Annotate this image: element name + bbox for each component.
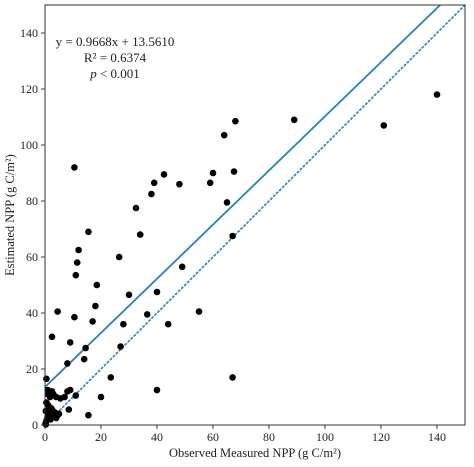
regression-line <box>44 4 441 388</box>
data-point <box>72 271 80 279</box>
x-tick-label: 0 <box>42 430 48 444</box>
data-point <box>65 406 73 413</box>
y-tick-label: 80 <box>26 194 38 208</box>
x-tick-label: 60 <box>207 430 219 444</box>
data-point <box>64 388 71 395</box>
data-point <box>54 308 61 315</box>
x-tick-label: 40 <box>151 430 163 444</box>
data-point <box>433 91 441 98</box>
data-point <box>148 190 155 198</box>
y-tick-label: 20 <box>26 362 38 376</box>
data-point <box>232 117 239 125</box>
y-tick-label: 0 <box>32 418 38 432</box>
data-point <box>66 339 74 346</box>
data-point <box>153 386 161 394</box>
data-point <box>153 288 161 296</box>
x-tick-label: 20 <box>95 430 107 444</box>
data-point <box>117 343 124 350</box>
data-point <box>160 171 168 178</box>
data-point <box>93 281 101 289</box>
identity-line <box>44 4 466 426</box>
y-axis-ticks: 0 20 40 60 80 100 120 140 <box>20 26 45 432</box>
data-point <box>176 180 183 188</box>
data-point <box>73 259 81 266</box>
p-value-threshold: < 0.001 <box>97 66 140 81</box>
data-point <box>43 375 50 383</box>
data-point <box>75 246 82 254</box>
x-tick-label: 80 <box>263 430 275 444</box>
data-point <box>125 291 133 299</box>
data-point <box>61 393 68 401</box>
data-point <box>229 232 236 240</box>
data-points-layer <box>42 91 441 428</box>
data-point <box>55 410 63 418</box>
data-point <box>229 374 236 381</box>
r-squared-label: R² = 0.6374 <box>84 50 147 65</box>
x-tick-label: 140 <box>428 430 446 444</box>
data-point <box>48 333 56 341</box>
data-point <box>85 228 92 236</box>
data-point <box>72 392 80 399</box>
data-point <box>136 231 144 238</box>
data-point <box>206 179 214 187</box>
y-tick-label: 40 <box>26 306 38 320</box>
x-axis-label: Observed Measured NPP (g C/m²) <box>169 446 341 460</box>
data-point <box>71 313 78 321</box>
data-point <box>107 374 115 381</box>
regression-equation: y = 0.9668x + 13.5610 <box>56 34 175 49</box>
data-point <box>164 320 172 328</box>
data-point <box>71 164 78 171</box>
x-axis-ticks: 0 20 40 60 80 100 120 140 <box>42 425 446 444</box>
data-point <box>150 179 158 187</box>
plot-frame <box>44 4 466 426</box>
data-point <box>230 168 238 175</box>
data-point <box>209 169 217 177</box>
data-point <box>178 263 186 271</box>
p-value-symbol: p <box>89 66 97 81</box>
data-point <box>223 199 231 206</box>
x-tick-label: 100 <box>316 430 334 444</box>
data-point <box>89 318 96 325</box>
x-tick-label: 120 <box>372 430 390 444</box>
y-tick-label: 100 <box>20 138 38 152</box>
y-axis-label: Estimated NPP (g C/m²) <box>3 154 17 276</box>
data-point <box>132 204 140 212</box>
data-point <box>43 399 50 406</box>
fit-lines-layer <box>44 4 466 426</box>
p-value-label: p < 0.001 <box>89 66 140 81</box>
data-point <box>80 355 88 363</box>
data-point <box>64 360 71 367</box>
data-point <box>143 311 151 318</box>
data-point <box>380 122 388 129</box>
data-point <box>85 411 92 419</box>
data-point <box>92 302 99 310</box>
data-point <box>42 421 50 428</box>
data-point <box>120 320 127 328</box>
y-tick-label: 60 <box>26 250 38 264</box>
data-point <box>115 253 123 261</box>
data-point <box>44 390 52 398</box>
y-tick-label: 140 <box>20 26 38 40</box>
data-point <box>220 131 228 139</box>
data-point <box>290 116 298 124</box>
data-point <box>82 344 89 352</box>
data-point <box>97 393 105 401</box>
data-point <box>195 308 203 315</box>
y-tick-label: 120 <box>20 82 38 96</box>
